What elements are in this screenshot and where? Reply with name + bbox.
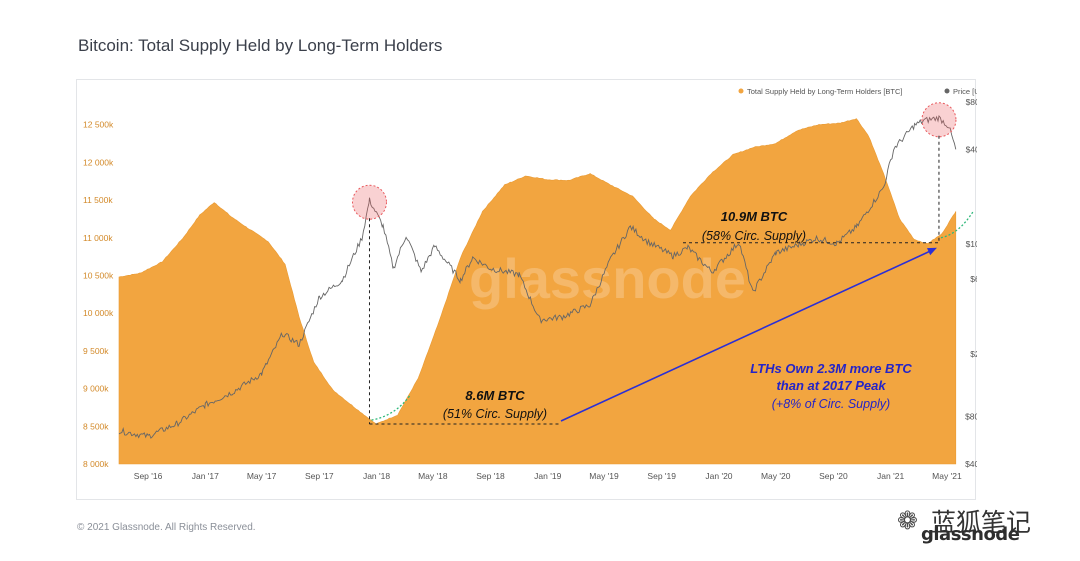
y-left-tick-label: 8 500k: [83, 421, 109, 431]
arrow-label-line2: than at 2017 Peak: [776, 378, 886, 393]
x-tick-label: Jan '21: [877, 471, 904, 481]
x-tick-label: Sep '16: [134, 471, 163, 481]
y-right-tick-label: $10k: [966, 239, 977, 249]
peak-highlight-circle: [351, 184, 387, 220]
page-title: Bitcoin: Total Supply Held by Long-Term …: [78, 36, 443, 55]
annotation-high-sub: (58% Circ. Supply): [702, 229, 806, 243]
x-tick-label: Sep '18: [476, 471, 505, 481]
peak-highlight-circle: [921, 102, 957, 138]
x-tick-label: Jan '19: [534, 471, 561, 481]
y-left-tick-label: 11 500k: [83, 195, 113, 205]
y-right-tick-label: $2k: [970, 349, 977, 359]
wechat-icon: ❁: [897, 506, 918, 535]
glassnode-watermark: glassnode: [469, 247, 746, 310]
y-right-tick-label: $40k: [966, 144, 977, 154]
x-tick-label: Jan '17: [192, 471, 219, 481]
x-tick-label: May '20: [761, 471, 791, 481]
price-line: [118, 115, 957, 439]
legend-supply-label: Total Supply Held by Long-Term Holders […: [747, 87, 902, 96]
glassnode-logo: glassnode: [921, 524, 1020, 545]
x-tick-label: Sep '20: [819, 471, 848, 481]
supply-area: [118, 118, 957, 465]
y-left-tick-label: 9 500k: [83, 346, 109, 356]
y-left-tick-label: 8 000k: [83, 459, 109, 469]
wechat-account-name: 蓝狐笔记: [931, 508, 1032, 537]
annotation-low-sub: (51% Circ. Supply): [443, 407, 547, 421]
arrow-label-line3: (+8% of Circ. Supply): [772, 397, 890, 411]
legend-supply-marker: [738, 88, 744, 94]
wechat-watermark: ❁ 蓝狐笔记 glassnode: [897, 503, 1057, 548]
x-tick-label: May '19: [589, 471, 619, 481]
x-tick-label: Jan '20: [705, 471, 732, 481]
x-tick-label: Sep '17: [305, 471, 334, 481]
x-tick-label: Jan '18: [363, 471, 390, 481]
y-left-tick-label: 12 000k: [83, 157, 114, 167]
y-left-tick-label: 11 000k: [83, 233, 113, 243]
y-left-tick-label: 12 500k: [83, 120, 114, 130]
y-left-tick-label: 9 000k: [83, 384, 109, 394]
y-right-tick-label: $400: [965, 459, 977, 469]
annotation-low-value: 8.6M BTC: [465, 388, 525, 403]
x-tick-label: May '17: [247, 471, 277, 481]
copyright-text: © 2021 Glassnode. All Rights Reserved.: [77, 522, 256, 533]
x-tick-label: May '21: [932, 471, 962, 481]
chart-frame: glassnode 8 000k 8 500k 9 000k 9 500k 10 000k…: [76, 79, 977, 500]
x-tick-label: May '18: [418, 471, 448, 481]
y-right-tick-label: $6k: [970, 274, 977, 284]
blue-arrow-head: [927, 247, 937, 256]
blue-arrow-line: [560, 250, 932, 422]
x-tick-label: Sep '19: [647, 471, 676, 481]
legend-price-marker: [944, 88, 950, 94]
y-left-tick-label: 10 500k: [83, 270, 114, 280]
y-right-tick-label: $80k: [966, 97, 977, 107]
chart-svg: glassnode 8 000k 8 500k 9 000k 9 500k 10 000k…: [83, 87, 977, 481]
annotation-high-value: 10.9M BTC: [721, 209, 788, 224]
arrow-label-line1: LTHs Own 2.3M more BTC: [750, 361, 912, 376]
y-left-tick-label: 10 000k: [83, 308, 114, 318]
legend-price-label: Price [USD]: [953, 87, 977, 96]
y-right-tick-label: $800: [965, 412, 977, 422]
